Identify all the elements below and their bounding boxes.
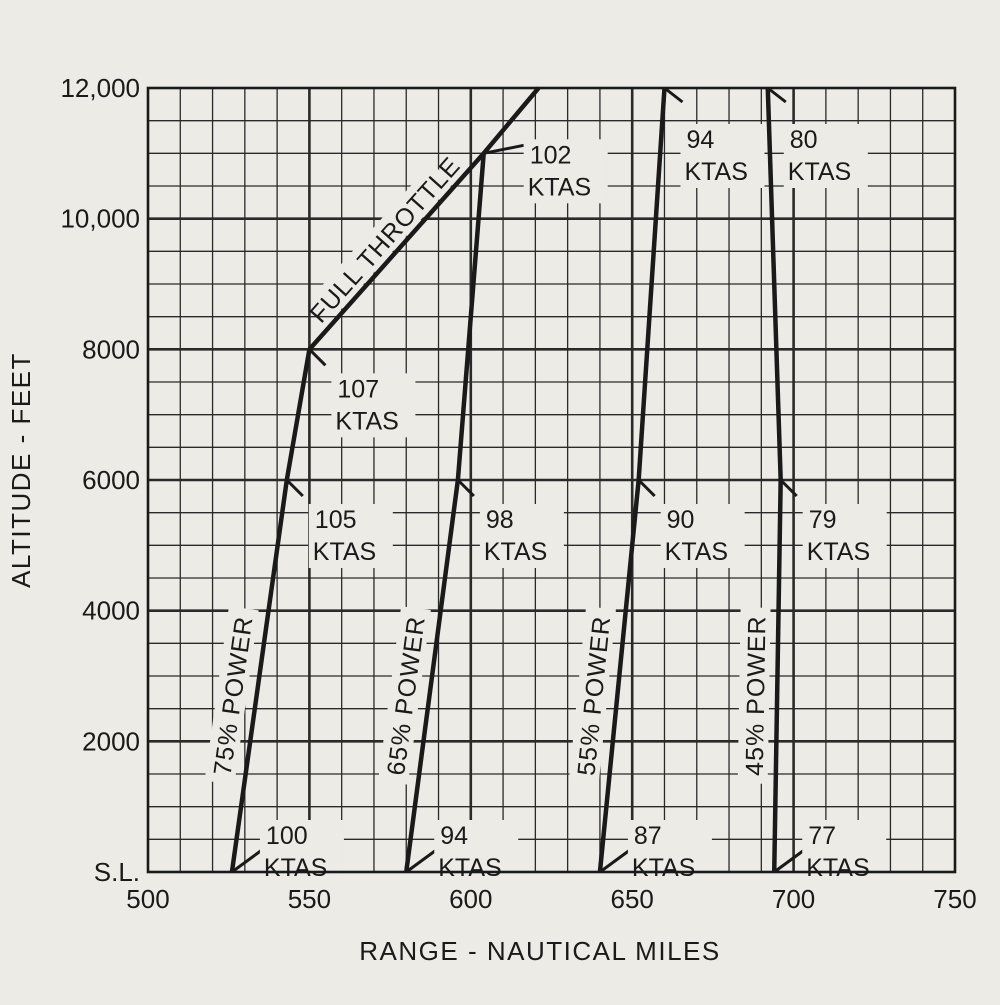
x-tick-label: 700 [772,884,815,914]
y-tick-label: 8000 [82,334,140,364]
annotation-value: 94 [440,822,468,850]
annotation-leader [599,848,631,874]
annotation-leader [285,478,304,498]
annotation-value: 100 [266,822,308,850]
annotation-unit: KTAS [807,538,870,566]
annotation-bg [680,124,765,188]
annotation-bg [259,820,344,884]
x-tick-label: 750 [933,884,976,914]
annotation-unit: KTAS [806,854,869,882]
annotation-leader [766,86,787,104]
annotation-bg [783,124,868,188]
annotation-value: 105 [315,506,357,534]
annotation-bg [627,820,712,884]
y-tick-label: 6000 [82,465,140,495]
annotation-value: 80 [790,126,818,154]
x-tick-label: 500 [126,884,169,914]
series-label-bg [568,606,616,785]
annotation-bg [523,139,608,204]
annotation-unit: KTAS [665,538,728,566]
annotation-bg [331,373,416,438]
annotations: 75% POWER 65% POWER 55% POWER 45% POWERFULL… [204,86,887,884]
annotation-bg [660,504,745,568]
y-tick-label: S.L. [94,857,140,887]
axes: 500 550 600 650 700 750 S.L. 2000 4000 6000 8000 10… [60,73,976,914]
series-label-bg [378,606,431,785]
annotation-bg [308,504,393,568]
annotation-leader [773,848,806,874]
series-label: 45% POWER [741,615,772,776]
annotation-bg [479,504,564,568]
annotation-unit: KTAS [788,158,851,186]
annotation-leader [663,86,684,104]
annotation-leader [637,478,656,498]
series-label-bg [204,606,259,785]
annotation-value: 79 [809,506,837,534]
y-axis-title: ALTITUDE - FEET [6,352,36,588]
annotation-leader [405,848,438,874]
annotation-leader [779,478,798,498]
annotation-leader [308,348,327,367]
plot-border [146,86,957,874]
annotation-leader [483,143,525,155]
y-tick-label: 10,000 [60,204,140,234]
annotation-bg [434,820,519,884]
x-axis-title: RANGE - NAUTICAL MILES [359,936,720,966]
annotation-value: 90 [667,506,695,534]
annotation-value: 98 [486,506,514,534]
annotation-unit: KTAS [528,173,591,201]
annotation-unit: KTAS [335,407,398,435]
grid [148,88,955,872]
annotation-unit: KTAS [684,158,747,186]
y-tick-label: 4000 [82,596,140,626]
annotation-bg [802,820,887,884]
y-tick-label: 2000 [82,726,140,756]
annotation-value: 77 [808,822,836,850]
series-label: 75% POWER [209,614,259,777]
annotation-unit: KTAS [632,854,695,882]
x-tick-label: 650 [611,884,654,914]
annotation-bg [802,504,887,568]
annotation-unit: KTAS [484,538,547,566]
annotation-value: 102 [530,141,572,169]
annotation-unit: KTAS [313,538,376,566]
x-tick-label: 550 [288,884,331,914]
y-tick-label: 12,000 [60,73,140,103]
x-tick-label: 600 [449,884,492,914]
annotation-value: 107 [337,375,379,403]
series-label-bg [314,162,454,315]
annotation-unit: KTAS [264,854,327,882]
annotation-leader [456,478,475,498]
series-label-bg [737,607,771,784]
annotation-unit: KTAS [438,854,501,882]
series-label: FULL THROTTLE [305,152,467,329]
annotation-value: 87 [634,822,662,850]
annotation-leader [231,848,263,874]
annotation-value: 94 [686,126,714,154]
